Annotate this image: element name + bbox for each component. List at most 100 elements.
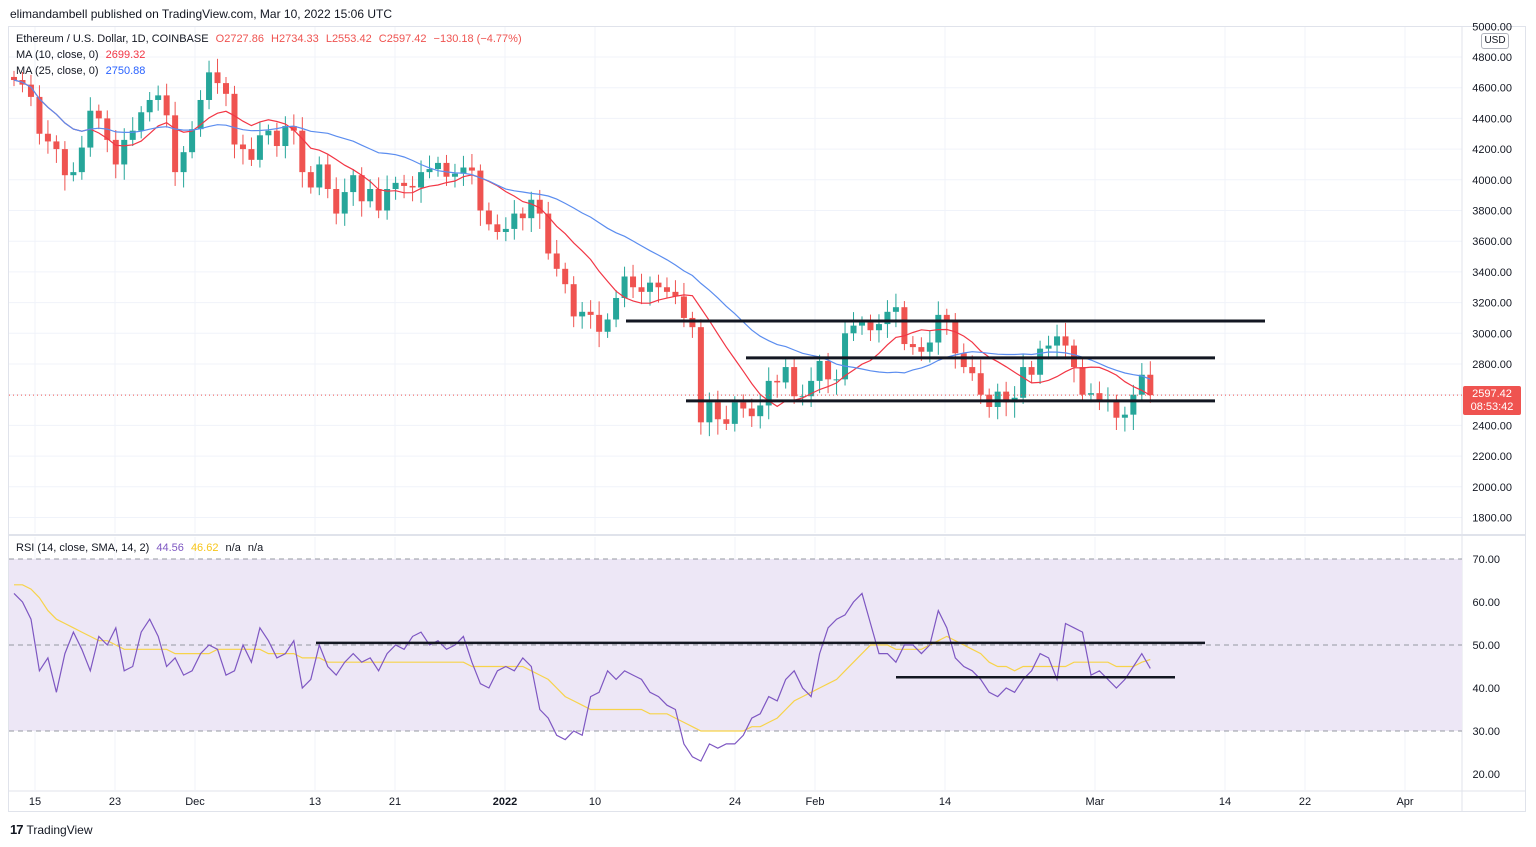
symbol-label[interactable]: Ethereum / U.S. Dollar, 1D, COINBASE <box>16 33 209 45</box>
candle-body-78 <box>672 291 679 297</box>
tradingview-logo-icon: 17 <box>10 822 24 837</box>
candle-body-19 <box>172 115 179 173</box>
candle-body-53 <box>460 167 467 174</box>
candle-body-44 <box>384 189 391 211</box>
candle-body-15 <box>138 112 145 131</box>
candle-body-126 <box>1079 367 1086 395</box>
high-value: 2734.33 <box>278 33 319 45</box>
candle-body-76 <box>655 282 662 288</box>
low-value: 2553.42 <box>331 33 372 45</box>
candle-body-105 <box>901 307 908 345</box>
candle-body-33 <box>290 126 297 131</box>
candle-body-100 <box>859 322 865 326</box>
open-value: 2727.86 <box>224 33 264 45</box>
candle-body-46 <box>401 182 408 186</box>
rsi-label[interactable]: RSI (14, close, SMA, 14, 2) <box>16 542 150 554</box>
candle-body-48 <box>418 172 425 188</box>
candle-body-125 <box>1071 345 1077 368</box>
candle-body-7 <box>70 172 77 176</box>
candle-body-55 <box>477 170 484 211</box>
candle-body-37 <box>324 164 331 190</box>
candle-body-85 <box>731 402 738 424</box>
candle-body-114 <box>977 373 984 395</box>
tradingview-logo[interactable]: 17 TradingView <box>10 822 93 837</box>
candle-body-63 <box>545 213 552 254</box>
candle-body-13 <box>121 139 128 165</box>
price-tick-label: 4600.00 <box>1472 83 1512 95</box>
candle-body-30 <box>265 130 272 136</box>
candle-body-99 <box>850 325 857 334</box>
candle-body-17 <box>155 95 162 100</box>
candle-body-102 <box>875 324 882 331</box>
candle-body-4 <box>44 133 51 142</box>
close-value: 2597.42 <box>386 33 427 45</box>
candle-body-91 <box>782 367 789 383</box>
candle-body-94 <box>808 380 815 397</box>
last-price-badge: 2597.42 08:53:42 <box>1463 386 1521 415</box>
candle-body-134 <box>1147 374 1154 396</box>
time-tick-label: 2022 <box>493 796 517 808</box>
ma10-line <box>13 79 1151 408</box>
candle-body-116 <box>994 391 1001 407</box>
rsi-value: 44.56 <box>156 542 184 554</box>
time-tick-label: 22 <box>1299 796 1311 808</box>
candle-body-108 <box>926 342 933 352</box>
candle-body-32 <box>282 126 289 147</box>
candle-body-62 <box>536 199 543 214</box>
candle-body-107 <box>918 347 925 352</box>
currency-button[interactable]: USD <box>1481 33 1509 49</box>
candle-body-60 <box>519 213 526 219</box>
rsi-tick-label: 50.00 <box>1472 640 1500 652</box>
price-legend: Ethereum / U.S. Dollar, 1D, COINBASE O27… <box>16 33 526 45</box>
rsi-legend: RSI (14, close, SMA, 14, 2) 44.56 46.62 … <box>16 542 267 554</box>
ma25-line <box>13 79 1151 380</box>
candle-body-22 <box>197 99 204 130</box>
candle-body-122 <box>1045 345 1052 349</box>
price-tick-label: 2000.00 <box>1472 482 1512 494</box>
candle-body-25 <box>223 83 229 94</box>
candle-body-110 <box>943 314 950 322</box>
price-tick-label: 1800.00 <box>1472 513 1512 525</box>
candle-body-92 <box>791 367 798 397</box>
candle-body-51 <box>443 162 450 177</box>
candle-body-96 <box>825 360 832 380</box>
candle-body-26 <box>231 93 238 145</box>
ma10-label[interactable]: MA (10, close, 0) <box>16 49 99 61</box>
candle-body-40 <box>350 175 357 193</box>
candle-body-20 <box>180 152 187 173</box>
candle-body-2 <box>27 84 34 97</box>
low-label: L <box>325 33 332 45</box>
candle-body-89 <box>765 380 772 406</box>
time-tick-label: 24 <box>729 796 741 808</box>
ma10-value: 2699.32 <box>105 49 146 61</box>
price-tick-label: 4200.00 <box>1472 144 1512 156</box>
candle-body-130 <box>1113 400 1120 418</box>
candle-body-28 <box>248 149 255 160</box>
time-tick-label: Feb <box>806 796 825 808</box>
candle-body-75 <box>647 282 653 292</box>
candle-body-54 <box>468 167 475 171</box>
rsi-line <box>13 592 1151 762</box>
candle-body-120 <box>1028 367 1035 375</box>
bar-countdown: 08:53:42 <box>1470 401 1514 413</box>
candle-body-70 <box>604 319 611 332</box>
ma25-label[interactable]: MA (25, close, 0) <box>16 65 99 77</box>
rsi-tick-label: 20.00 <box>1472 769 1500 781</box>
chart-frame <box>8 26 1526 812</box>
candle-body-72 <box>621 276 628 298</box>
candle-body-113 <box>969 367 976 374</box>
candle-body-90 <box>774 380 781 383</box>
candle-body-77 <box>663 287 670 292</box>
candle-body-35 <box>307 172 314 188</box>
time-tick-label: 15 <box>29 796 41 808</box>
price-tick-label: 2800.00 <box>1472 359 1512 371</box>
price-tick-label: 3400.00 <box>1472 267 1512 279</box>
candle-body-23 <box>206 72 213 100</box>
candle-body-132 <box>1130 394 1137 415</box>
open-label: O <box>215 33 225 45</box>
rsi-tick-label: 70.00 <box>1472 554 1500 566</box>
candle-body-66 <box>570 284 577 317</box>
candle-body-80 <box>689 317 696 328</box>
indicator-lines <box>9 79 1462 762</box>
